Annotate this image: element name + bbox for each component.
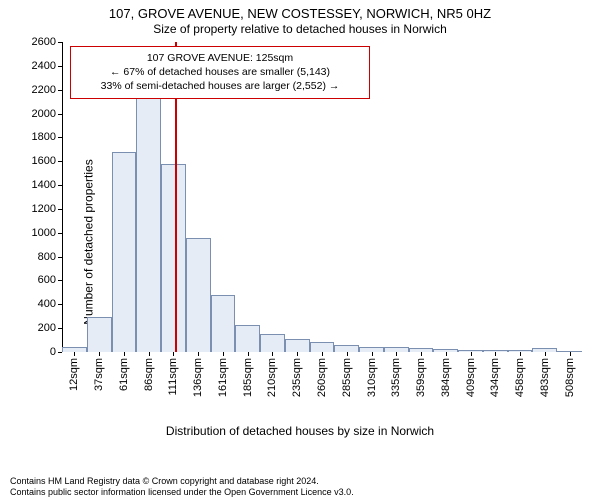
x-tick-mark xyxy=(124,352,125,356)
chart-title-main: 107, GROVE AVENUE, NEW COSTESSEY, NORWIC… xyxy=(0,6,600,22)
x-tick-mark xyxy=(99,352,100,356)
x-tick-mark xyxy=(223,352,224,356)
x-tick-label: 384sqm xyxy=(440,358,452,397)
histogram-bar xyxy=(285,339,310,352)
y-tick-mark xyxy=(58,233,62,234)
y-tick-mark xyxy=(58,185,62,186)
x-tick-mark xyxy=(495,352,496,356)
y-tick-label: 600 xyxy=(38,274,56,286)
histogram-bar xyxy=(112,152,137,352)
x-tick-mark xyxy=(396,352,397,356)
annotation-line3: 33% of semi-detached houses are larger (… xyxy=(77,79,363,93)
chart-title-sub: Size of property relative to detached ho… xyxy=(0,22,600,37)
x-tick-mark xyxy=(74,352,75,356)
x-tick-mark xyxy=(570,352,571,356)
y-tick-label: 1400 xyxy=(32,179,56,191)
x-tick-mark xyxy=(545,352,546,356)
chart-container: Number of detached properties 107 GROVE … xyxy=(0,42,600,442)
y-tick-mark xyxy=(58,209,62,210)
x-tick-label: 235sqm xyxy=(291,358,303,397)
y-tick-mark xyxy=(58,114,62,115)
y-tick-mark xyxy=(58,90,62,91)
y-tick-label: 1600 xyxy=(32,155,56,167)
x-tick-label: 61sqm xyxy=(118,358,130,391)
x-tick-mark xyxy=(248,352,249,356)
footer-line2: Contains public sector information licen… xyxy=(10,487,600,498)
x-tick-label: 86sqm xyxy=(143,358,155,391)
x-axis-label: Distribution of detached houses by size … xyxy=(0,424,600,438)
x-tick-mark xyxy=(446,352,447,356)
histogram-bar xyxy=(310,342,335,352)
histogram-bar xyxy=(161,164,186,352)
x-tick-label: 185sqm xyxy=(242,358,254,397)
x-tick-mark xyxy=(173,352,174,356)
y-tick-label: 1800 xyxy=(32,131,56,143)
plot-area: 107 GROVE AVENUE: 125sqm ← 67% of detach… xyxy=(62,42,582,352)
chart-title-block: 107, GROVE AVENUE, NEW COSTESSEY, NORWIC… xyxy=(0,0,600,37)
y-tick-mark xyxy=(58,352,62,353)
y-tick-label: 1200 xyxy=(32,203,56,215)
histogram-bar xyxy=(211,295,236,352)
x-tick-label: 483sqm xyxy=(539,358,551,397)
x-tick-mark xyxy=(272,352,273,356)
x-tick-label: 335sqm xyxy=(390,358,402,397)
footer-attribution: Contains HM Land Registry data © Crown c… xyxy=(0,476,600,499)
x-tick-label: 111sqm xyxy=(167,358,179,396)
y-tick-mark xyxy=(58,137,62,138)
x-tick-label: 285sqm xyxy=(341,358,353,397)
y-tick-label: 200 xyxy=(38,322,56,334)
y-tick-label: 1000 xyxy=(32,227,56,239)
y-tick-mark xyxy=(58,42,62,43)
annotation-box: 107 GROVE AVENUE: 125sqm ← 67% of detach… xyxy=(70,46,370,99)
x-tick-label: 310sqm xyxy=(366,358,378,397)
x-tick-mark xyxy=(347,352,348,356)
x-tick-label: 260sqm xyxy=(316,358,328,397)
x-tick-label: 434sqm xyxy=(489,358,501,397)
x-tick-label: 161sqm xyxy=(217,358,229,397)
y-tick-label: 0 xyxy=(50,346,56,358)
x-tick-label: 359sqm xyxy=(415,358,427,397)
x-tick-mark xyxy=(471,352,472,356)
y-tick-mark xyxy=(58,161,62,162)
x-tick-label: 136sqm xyxy=(192,358,204,397)
y-tick-label: 2600 xyxy=(32,36,56,48)
x-tick-label: 210sqm xyxy=(266,358,278,397)
x-tick-mark xyxy=(322,352,323,356)
x-tick-label: 37sqm xyxy=(93,358,105,391)
x-tick-mark xyxy=(149,352,150,356)
y-tick-label: 800 xyxy=(38,251,56,263)
y-tick-label: 2200 xyxy=(32,84,56,96)
annotation-line2: ← 67% of detached houses are smaller (5,… xyxy=(77,65,363,79)
x-tick-label: 409sqm xyxy=(465,358,477,397)
x-tick-label: 508sqm xyxy=(564,358,576,397)
x-tick-mark xyxy=(372,352,373,356)
histogram-bar xyxy=(136,97,161,352)
histogram-bar xyxy=(186,238,211,352)
histogram-bar xyxy=(235,325,260,352)
y-tick-label: 2000 xyxy=(32,108,56,120)
y-tick-mark xyxy=(58,328,62,329)
x-tick-mark xyxy=(421,352,422,356)
y-tick-mark xyxy=(58,257,62,258)
y-tick-mark xyxy=(58,66,62,67)
footer-line1: Contains HM Land Registry data © Crown c… xyxy=(10,476,600,487)
x-tick-label: 458sqm xyxy=(514,358,526,397)
x-tick-label: 12sqm xyxy=(68,358,80,391)
y-tick-mark xyxy=(58,304,62,305)
annotation-line1: 107 GROVE AVENUE: 125sqm xyxy=(77,51,363,65)
y-tick-label: 400 xyxy=(38,298,56,310)
histogram-bar xyxy=(87,317,112,352)
y-tick-label: 2400 xyxy=(32,60,56,72)
histogram-bar xyxy=(334,345,359,352)
x-tick-mark xyxy=(520,352,521,356)
x-tick-mark xyxy=(198,352,199,356)
x-tick-mark xyxy=(297,352,298,356)
histogram-bar xyxy=(260,334,285,352)
y-tick-mark xyxy=(58,280,62,281)
